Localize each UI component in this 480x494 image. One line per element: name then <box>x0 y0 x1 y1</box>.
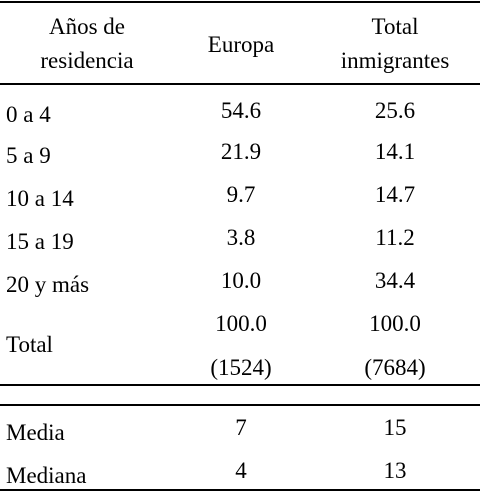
cell: 9.7 <box>226 182 256 207</box>
cell: 14.7 <box>374 182 416 207</box>
rule <box>0 83 480 85</box>
cell: 21.9 <box>220 139 262 164</box>
header-cell: Total inmigrantes <box>340 14 450 73</box>
cell: 13 <box>383 458 407 483</box>
row-label: 20 y más <box>6 272 90 297</box>
cell: 100.0 <box>215 311 267 336</box>
rule <box>0 384 480 386</box>
rule <box>0 489 480 491</box>
cell: 4 <box>235 458 247 483</box>
row-label: 5 a 9 <box>6 143 51 168</box>
header-cell: Europa <box>207 32 275 57</box>
row-label: 0 a 4 <box>6 102 51 127</box>
row-label: 10 a 14 <box>6 186 74 211</box>
row-label: Mediana <box>6 463 87 488</box>
cell: (1524) <box>210 355 272 380</box>
cell: 15 <box>383 415 407 440</box>
cell: 3.8 <box>226 225 256 250</box>
cell: 34.4 <box>374 268 416 293</box>
cell: 100.0 <box>369 311 421 336</box>
rule <box>0 1 480 3</box>
cell: 11.2 <box>375 225 415 250</box>
row-label: Media <box>6 420 65 445</box>
row-label: Total <box>6 332 53 357</box>
header-cell: Años de residencia <box>40 14 134 73</box>
cell: 54.6 <box>220 98 262 123</box>
cell: 25.6 <box>374 98 416 123</box>
cell: 7 <box>235 415 247 440</box>
row-label: 15 a 19 <box>6 229 74 254</box>
cell: 14.1 <box>374 139 416 164</box>
rule <box>0 404 480 406</box>
cell: 10.0 <box>220 268 262 293</box>
cell: (7684) <box>364 355 426 380</box>
